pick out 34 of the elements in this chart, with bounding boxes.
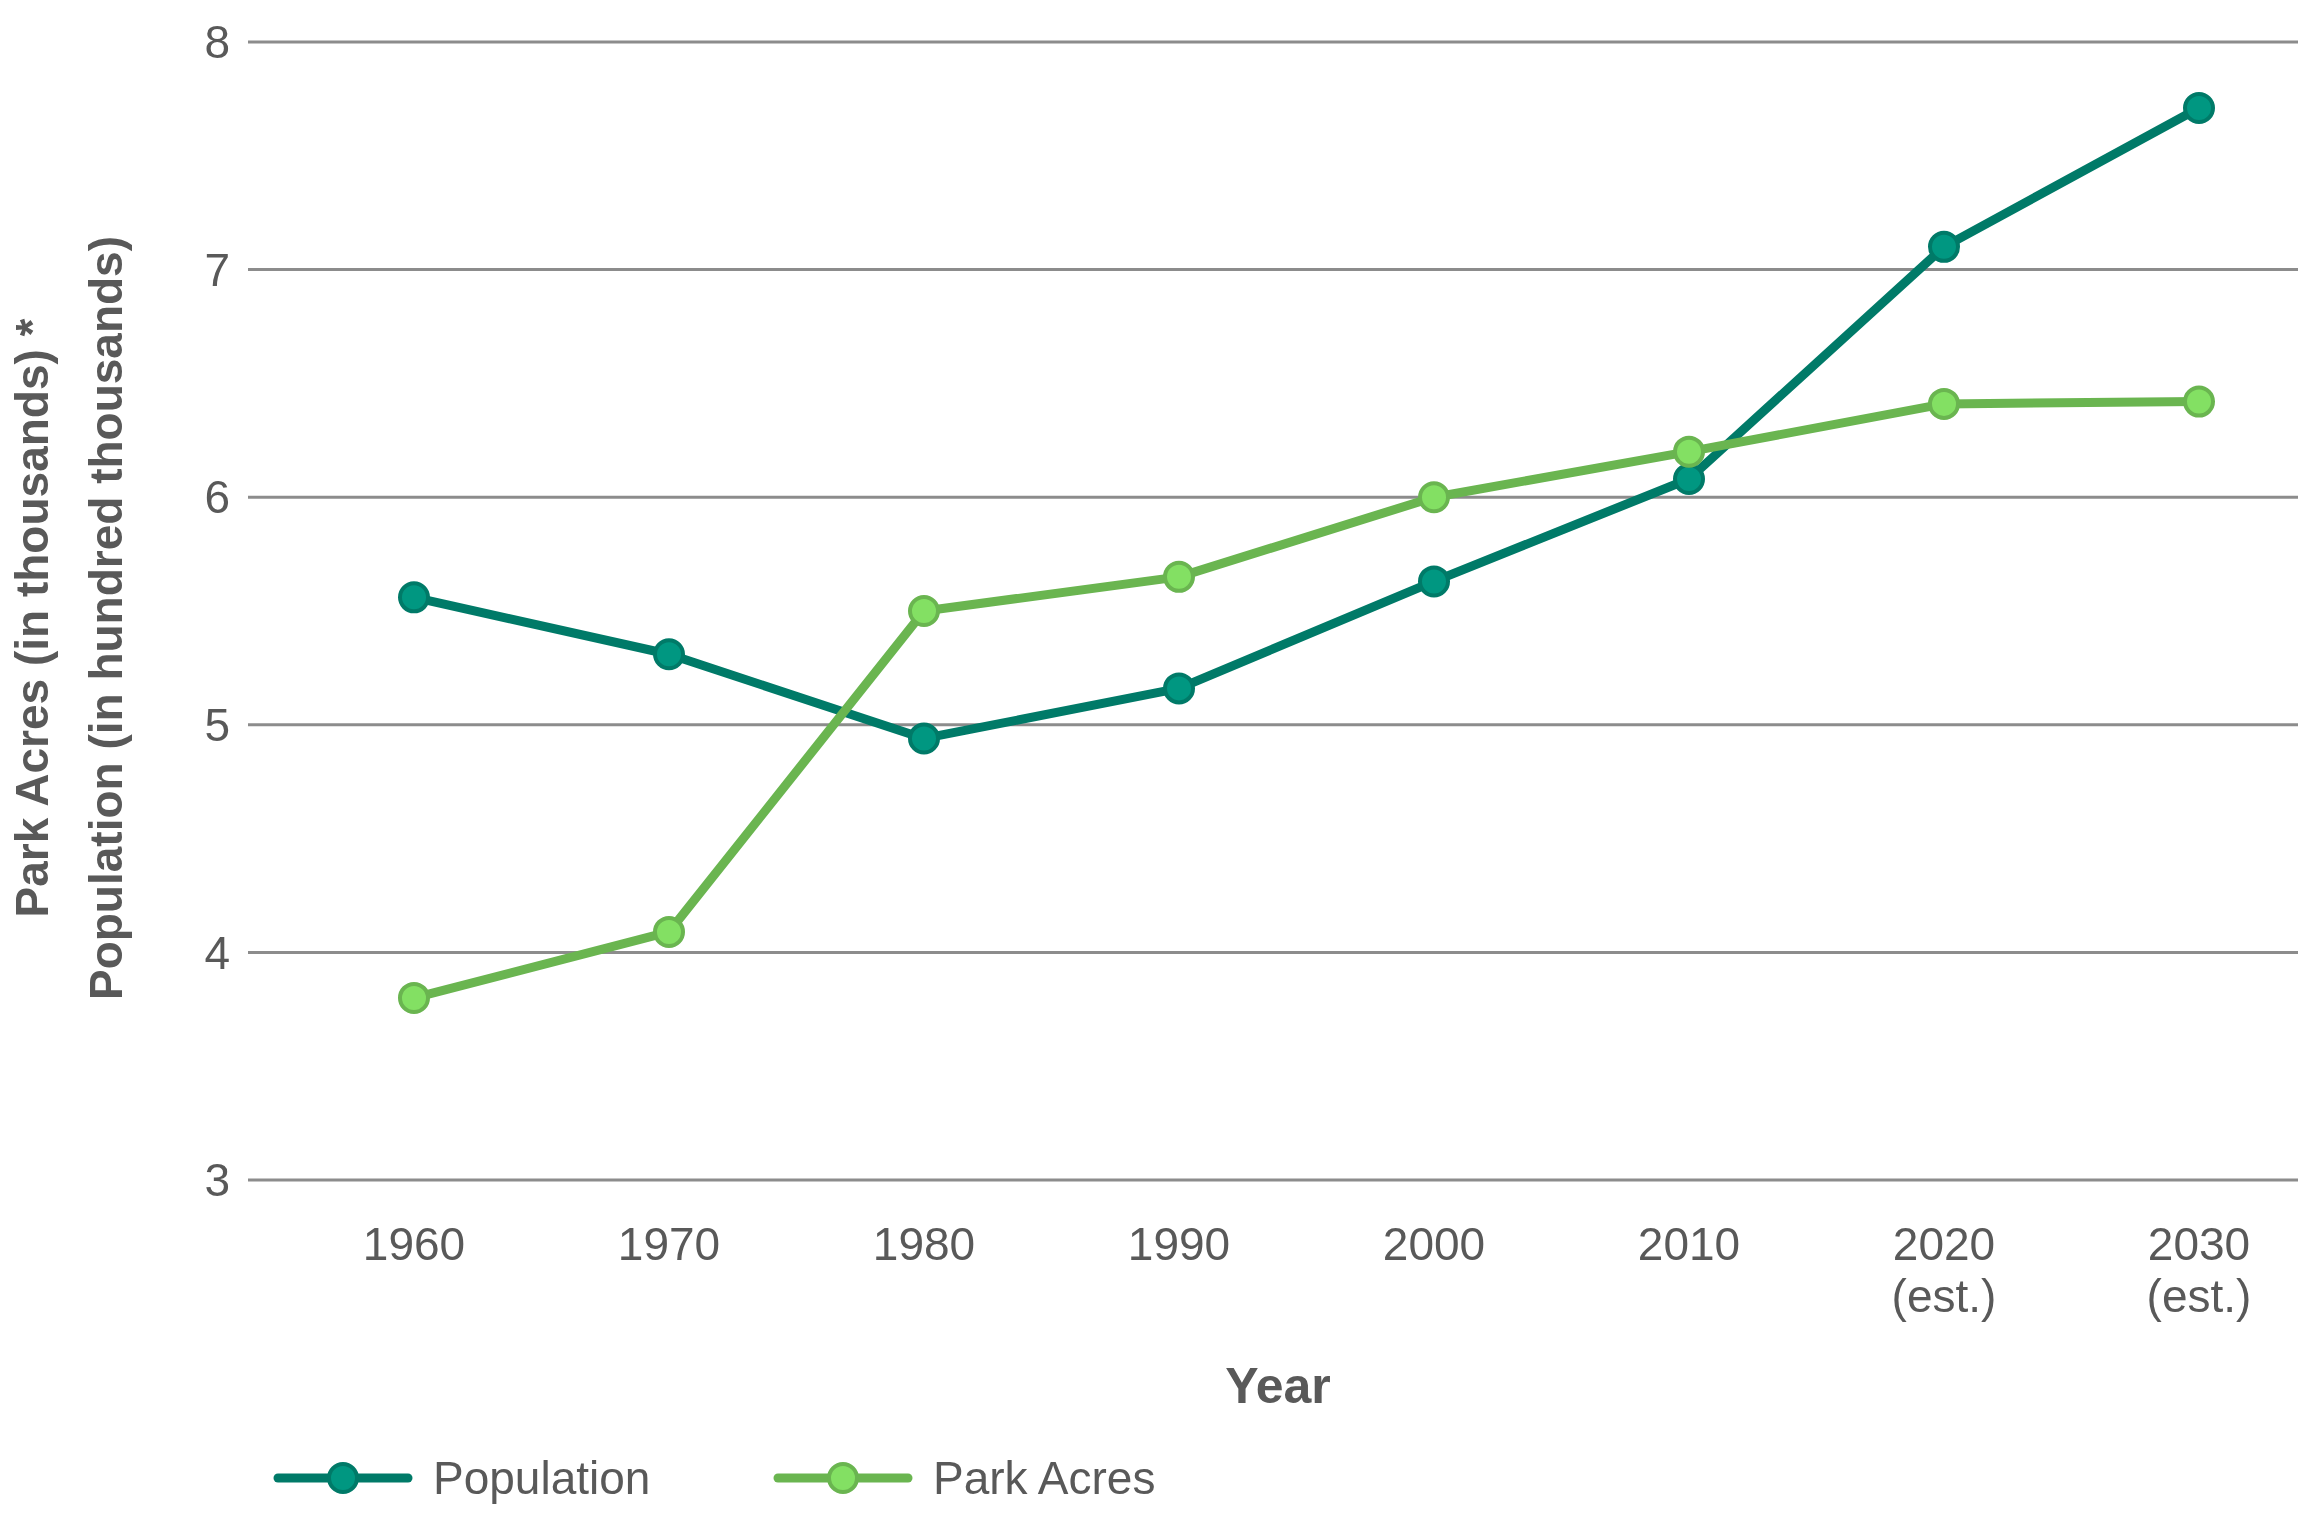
point xyxy=(1163,560,1195,593)
y-tick-label: 6 xyxy=(204,471,230,524)
y-tick-label: 5 xyxy=(204,698,230,751)
point xyxy=(653,638,685,671)
point xyxy=(2183,92,2215,124)
point xyxy=(1163,672,1195,705)
x-tick-label: 1980 xyxy=(872,1218,976,1270)
x-tick-label: 1990 xyxy=(1127,1218,1231,1270)
x-tick-label: 1960 xyxy=(362,1218,466,1270)
point xyxy=(1928,230,1960,263)
point xyxy=(1673,435,1705,468)
point xyxy=(2183,385,2215,418)
y-tick-label: 8 xyxy=(204,16,230,69)
point xyxy=(398,581,430,614)
x-tick-label: 1970 xyxy=(617,1218,721,1270)
y-tick-label: 4 xyxy=(204,926,230,979)
y-tick-label: 3 xyxy=(204,1154,230,1207)
x-tick-label: 2010 xyxy=(1637,1218,1741,1270)
y-axis-title: Park Acres (in thousands) * Population (in hundred thousands) xyxy=(6,235,132,1001)
point xyxy=(908,595,940,627)
point xyxy=(1673,462,1705,495)
x-axis-title: Year xyxy=(1225,1358,1331,1414)
point xyxy=(653,915,685,948)
legend-label: Park Acres xyxy=(933,1452,1156,1505)
point xyxy=(908,722,940,755)
legend-label: Population xyxy=(433,1452,651,1505)
x-tick-label: 2020 (est.) xyxy=(1891,1218,1997,1322)
y-tick-label: 7 xyxy=(204,243,230,296)
point xyxy=(1418,481,1450,514)
x-tick-label: 2030 (est.) xyxy=(2146,1218,2252,1322)
x-tick-label: 2000 xyxy=(1382,1218,1486,1270)
point xyxy=(1928,387,1960,420)
point xyxy=(398,981,430,1014)
point xyxy=(1418,565,1450,598)
